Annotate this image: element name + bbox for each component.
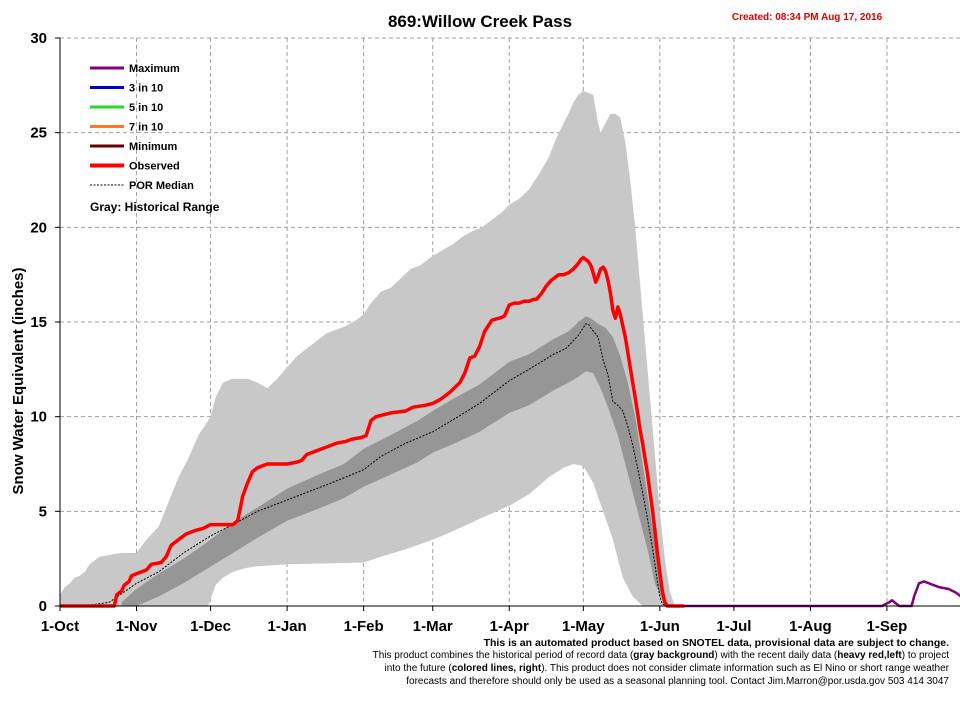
tick-labels: 0 5 10 15 20 25 30 1-Oct 1-Nov 1-Dec 1-Jan 1-Feb 1-M…	[30, 30, 907, 635]
y-tick-label-25: 25	[30, 125, 47, 142]
x-tick-label-1-Jul: 1-Jul	[716, 618, 751, 635]
x-tick-label-1-Nov: 1-Nov	[116, 618, 158, 635]
y-tick-label-0: 0	[39, 598, 47, 615]
footnote-line1-e: ) to project	[901, 650, 949, 661]
historical-range-bands	[60, 91, 685, 606]
footnote-line2-c: ). This product does not consider climat…	[541, 663, 949, 674]
footnote-disclaimer: This is an automated product based on SN…	[484, 637, 949, 649]
y-tick-label-30: 30	[30, 30, 47, 47]
y-tick-label-10: 10	[30, 409, 47, 426]
axes	[55, 37, 960, 611]
footnote-line1-d: heavy red,left	[837, 650, 902, 661]
y-tick-label-15: 15	[30, 314, 47, 331]
historical-range-band	[60, 91, 685, 606]
y-axis-label: Snow Water Equivalent (inches)	[10, 268, 27, 495]
x-tick-label-1-Oct: 1-Oct	[41, 618, 79, 635]
late-season-line	[684, 580, 960, 608]
created-timestamp: Created: 08:34 PM Aug 17, 2016	[732, 12, 883, 23]
footnote-line1: This product combines the historical per…	[373, 650, 949, 661]
footnote-line1-a: This product combines the historical per…	[372, 650, 634, 661]
x-tick-label-1-Feb: 1-Feb	[344, 618, 384, 635]
x-tick-label-1-Apr: 1-Apr	[490, 618, 529, 635]
legend-label-3-in-10: 3 in 10	[129, 83, 163, 95]
legend-label-maximum: Maximum	[129, 63, 180, 75]
legend-label-5-in-10: 5 in 10	[129, 102, 163, 114]
y-tick-label-20: 20	[30, 219, 47, 236]
series-lines	[60, 255, 960, 608]
x-tick-label-1-Aug: 1-Aug	[789, 618, 832, 635]
footnote-line3: forecasts and therefore should only be u…	[406, 676, 949, 687]
x-tick-label-1-May: 1-May	[562, 618, 605, 635]
legend-label-por-median: POR Median	[129, 180, 194, 192]
footnote-line2-a: into the future (	[384, 663, 452, 674]
legend: Maximum 3 in 10 5 in 10 7 in 10 Minimum Obser…	[90, 63, 194, 192]
footnote-line2-b: colored lines, right	[451, 663, 542, 674]
chart-title: 869:Willow Creek Pass	[388, 12, 572, 31]
observed-line	[60, 255, 685, 608]
x-tick-label-1-Mar: 1-Mar	[413, 618, 453, 635]
historical-range-note: Gray: Historical Range	[90, 200, 220, 214]
legend-label-7-in-10: 7 in 10	[129, 122, 163, 134]
footnote-line0: This is an automated product based on SN…	[483, 637, 949, 649]
x-tick-label-1-Sep: 1-Sep	[867, 618, 908, 635]
x-tick-label-1-Jan: 1-Jan	[268, 618, 307, 635]
y-tick-label-5: 5	[39, 503, 47, 520]
x-tick-label-1-Jun: 1-Jun	[640, 618, 680, 635]
legend-label-observed: Observed	[129, 161, 180, 173]
interquartile-band	[121, 316, 668, 606]
legend-label-minimum: Minimum	[129, 141, 177, 153]
x-tick-label-1-Dec: 1-Dec	[190, 618, 231, 635]
footnote-line3-text: forecasts and therefore should only be u…	[406, 676, 949, 687]
footnote-line2: into the future (colored lines, right). …	[384, 663, 949, 674]
footnote-line1-c: ) with the recent daily data (	[714, 650, 838, 661]
footnote-line1-b: gray background	[633, 650, 715, 661]
